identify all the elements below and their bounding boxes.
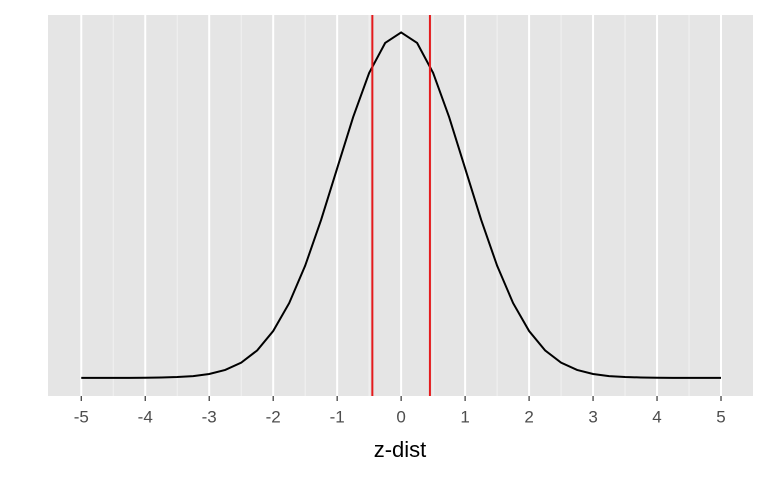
x-tick-label: 2 [524,407,533,426]
x-axis-title: z-dist [374,437,427,462]
x-tick-label: 0 [396,407,405,426]
x-tick-label: -3 [202,407,217,426]
x-tick-label: -2 [266,407,281,426]
x-tick-label: 5 [716,407,725,426]
x-tick-label: 4 [652,407,661,426]
x-tick-label: -5 [74,407,89,426]
x-tick-label: 1 [460,407,469,426]
x-tick-label: 3 [588,407,597,426]
x-tick-label: -4 [138,407,153,426]
density-line [81,31,722,379]
x-tick-label: -1 [330,407,345,426]
